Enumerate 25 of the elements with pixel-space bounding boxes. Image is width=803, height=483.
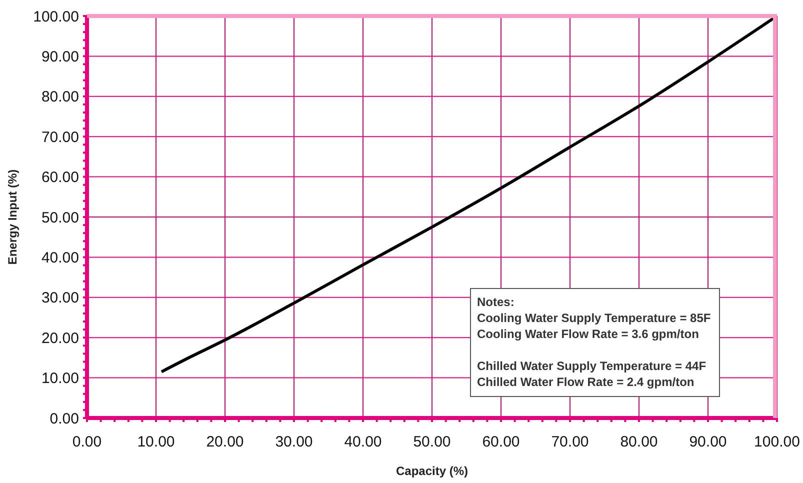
y-tick-label: 100.00 — [33, 8, 79, 26]
y-tick-label: 90.00 — [41, 48, 79, 66]
y-tick-label: 50.00 — [41, 209, 79, 226]
y-tick-label: 0.00 — [50, 410, 79, 428]
x-tick-label: 30.00 — [275, 434, 313, 451]
y-tick-label: 10.00 — [41, 370, 79, 388]
x-tick-label: 60.00 — [482, 434, 520, 451]
y-tick-label: 60.00 — [41, 169, 79, 186]
y-tick-label: 80.00 — [41, 88, 79, 106]
text: Notes: Cooling Water Supply Temperature = 85F Cooling Water Flow Rate = 3.6 gpm/ton Chilled Water Supply Temperature = 44F Chilled Water Flow Rate = 2.4 gpm/ton — [477, 295, 711, 389]
x-tick-label: 10.00 — [137, 434, 175, 451]
x-tick-label: 50.00 — [413, 434, 451, 451]
x-tick-label: 90.00 — [689, 434, 727, 451]
x-tick-label: 20.00 — [206, 434, 244, 451]
x-tick-label: 70.00 — [551, 434, 589, 451]
x-tick-label: 0.00 — [72, 434, 102, 451]
y-tick-label: 40.00 — [41, 250, 79, 267]
y-tick-label: 70.00 — [41, 128, 79, 146]
x-tick-label: 80.00 — [620, 434, 658, 451]
x-tick-label: 100.00 — [754, 434, 800, 451]
x-tick-label: 40.00 — [344, 434, 382, 451]
y-tick-label: 20.00 — [41, 330, 79, 347]
y-tick-label: 30.00 — [41, 290, 79, 307]
y-axis-title: Energy Input (%) — [5, 169, 20, 265]
x-axis-title: Capacity (%) — [396, 464, 468, 478]
